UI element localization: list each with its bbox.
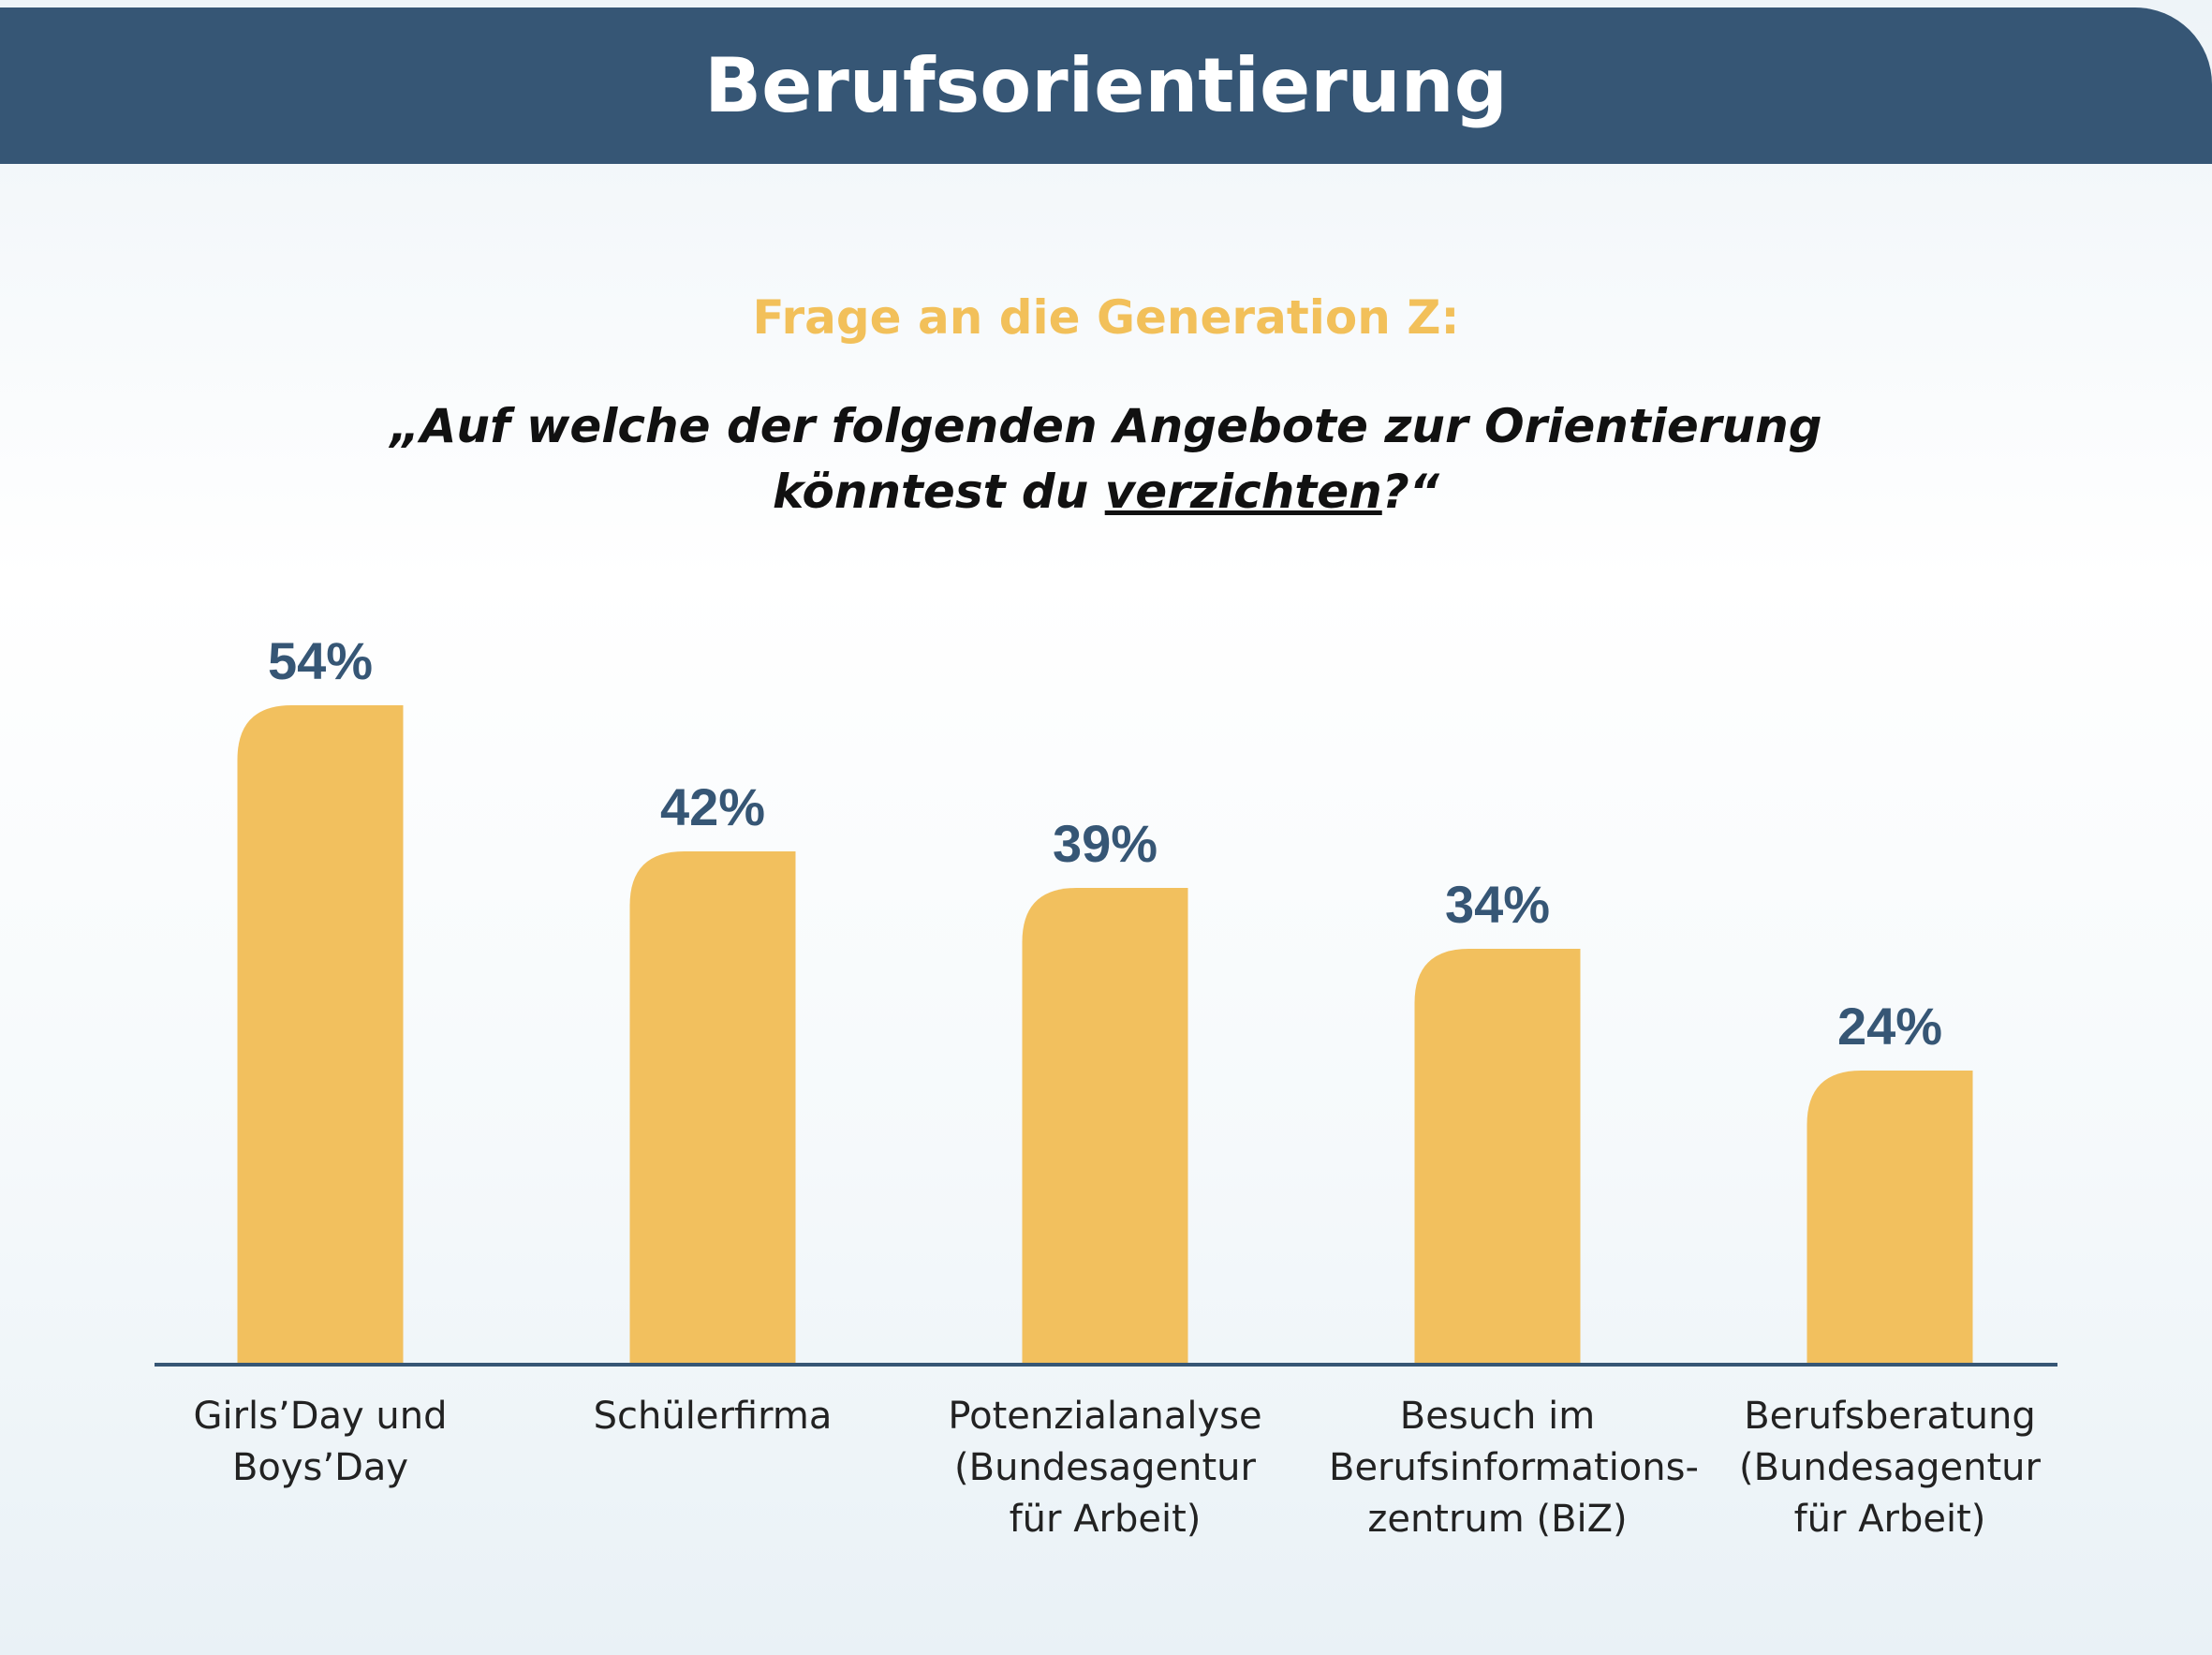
value-label-5: 24% xyxy=(1837,997,1942,1056)
page-title: Berufsorientierung xyxy=(704,42,1508,129)
category-label-line: Girls’Day und xyxy=(193,1395,448,1438)
category-label-line: (Bundesagentur xyxy=(954,1446,1256,1489)
question-line-2: könntest du verzichten?“ xyxy=(0,459,2212,525)
category-label-line: (Bundesagentur xyxy=(1739,1446,2041,1489)
header-bar xyxy=(0,7,2212,164)
category-label-line: Berufsinformations- xyxy=(1329,1446,1699,1489)
category-label-1: Girls’Day und Boys’Day xyxy=(152,1391,489,1494)
category-label-line: für Arbeit) xyxy=(1009,1498,1202,1541)
value-label-4: 34% xyxy=(1445,875,1550,934)
bar-4 xyxy=(1414,949,1581,1363)
category-label-line: zentrum (BiZ) xyxy=(1367,1498,1628,1541)
question-intro: Frage an die Generation Z: xyxy=(752,290,1460,345)
category-label-line: Schülerfirma xyxy=(593,1395,833,1438)
category-label-line: Boys’Day xyxy=(231,1446,409,1489)
question-text: „Auf welche der folgenden Angebote zur O… xyxy=(0,393,2212,525)
question-line-2-start: könntest du xyxy=(773,465,1105,519)
category-label-line: Potenzialanalyse xyxy=(948,1395,1262,1438)
bar-1 xyxy=(237,705,404,1363)
value-label-2: 42% xyxy=(660,777,765,836)
question-line-1: „Auf welche der folgenden Angebote zur O… xyxy=(390,399,1822,453)
category-label-2: Schülerfirma xyxy=(544,1391,881,1442)
bar-3 xyxy=(1022,888,1188,1363)
question-line-2-end: ?“ xyxy=(1381,465,1439,519)
category-label-line: Berufsberatung xyxy=(1744,1395,2036,1438)
question-underlined-word: verzichten xyxy=(1104,465,1382,519)
category-label-line: für Arbeit) xyxy=(1793,1498,1986,1541)
bar-2 xyxy=(629,851,796,1363)
category-label-5: Berufsberatung (Bundesagentur für Arbeit) xyxy=(1721,1391,2058,1545)
category-label-line: Besuch im xyxy=(1399,1395,1596,1438)
value-label-1: 54% xyxy=(268,631,373,690)
value-label-3: 39% xyxy=(1053,814,1158,873)
category-label-4: Besuch im Berufsinformations-zentrum (BiZ… xyxy=(1329,1391,1699,1545)
category-label-3: Potenzialanalyse (Bundesagentur für Arbeit… xyxy=(936,1391,1274,1545)
bar-5 xyxy=(1806,1071,1973,1363)
